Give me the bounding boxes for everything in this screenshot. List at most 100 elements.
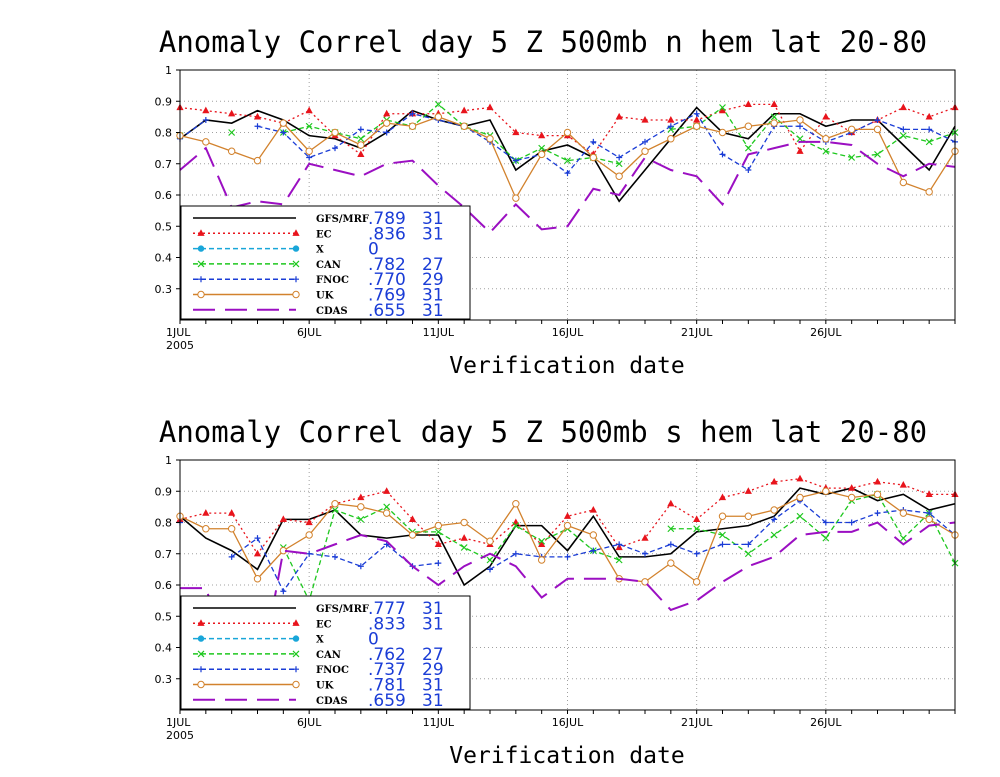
data-point bbox=[202, 106, 210, 114]
data-point bbox=[744, 550, 752, 558]
legend-series-mean: .770 bbox=[368, 270, 406, 290]
series-group bbox=[176, 100, 959, 234]
data-point bbox=[460, 122, 468, 130]
legend-series-mean: 0 bbox=[368, 240, 379, 260]
data-point bbox=[718, 106, 727, 114]
legend-series-count: 29 bbox=[422, 660, 444, 680]
data-point bbox=[512, 157, 519, 164]
legend-series-count: 31 bbox=[422, 301, 444, 321]
series-gfs-mrf bbox=[179, 106, 956, 203]
series-line bbox=[257, 112, 956, 175]
data-point bbox=[589, 506, 597, 513]
data-point bbox=[357, 150, 365, 157]
legend-series-mean: 0 bbox=[368, 630, 379, 650]
data-point bbox=[719, 151, 726, 158]
data-point bbox=[228, 553, 235, 560]
series-line bbox=[670, 493, 956, 564]
data-point bbox=[332, 553, 338, 560]
data-point bbox=[408, 515, 417, 522]
data-point bbox=[693, 116, 701, 123]
data-point bbox=[848, 484, 856, 491]
data-point bbox=[253, 156, 262, 165]
data-point bbox=[228, 129, 236, 136]
data-point bbox=[770, 477, 778, 485]
data-point bbox=[822, 487, 830, 495]
data-point bbox=[202, 138, 210, 146]
data-point bbox=[357, 563, 364, 570]
legend-marker bbox=[197, 650, 205, 658]
data-point bbox=[460, 544, 468, 551]
data-point bbox=[796, 135, 804, 143]
legend-marker bbox=[197, 229, 205, 236]
x-tick-label: 11JUL bbox=[423, 326, 455, 339]
data-point bbox=[512, 518, 520, 526]
data-point bbox=[667, 116, 675, 123]
data-point bbox=[692, 122, 701, 130]
data-point bbox=[227, 525, 236, 533]
legend-series-mean: .789 bbox=[368, 209, 406, 229]
legend-marker bbox=[292, 680, 300, 689]
series-cdas bbox=[179, 140, 956, 234]
legend-marker bbox=[198, 666, 204, 673]
legend-series-name: GFS/MRF bbox=[316, 604, 369, 615]
data-point bbox=[615, 160, 623, 168]
data-point bbox=[512, 522, 520, 530]
data-point bbox=[616, 154, 623, 161]
data-point bbox=[642, 550, 648, 557]
data-point bbox=[718, 128, 727, 137]
series-line bbox=[283, 103, 620, 165]
data-point bbox=[202, 509, 210, 516]
x-axis-label: Verification date bbox=[449, 353, 684, 379]
data-point bbox=[537, 150, 546, 159]
data-point bbox=[796, 493, 804, 502]
data-point bbox=[926, 510, 933, 517]
data-point bbox=[744, 144, 752, 152]
legend-series-count: 29 bbox=[422, 270, 444, 290]
data-point bbox=[642, 138, 648, 145]
x-tick-sublabel: 2005 bbox=[166, 339, 194, 352]
data-point bbox=[460, 534, 468, 541]
data-point bbox=[899, 178, 908, 187]
data-point bbox=[331, 128, 339, 137]
data-point bbox=[847, 493, 856, 502]
data-point bbox=[486, 135, 494, 143]
data-point bbox=[538, 537, 546, 545]
data-point bbox=[383, 109, 391, 117]
data-point bbox=[667, 499, 675, 507]
data-point bbox=[589, 153, 598, 162]
data-point bbox=[847, 125, 856, 134]
series-ec bbox=[176, 100, 959, 157]
data-point bbox=[357, 493, 365, 501]
data-point bbox=[719, 104, 726, 111]
y-tick-label: 1 bbox=[165, 454, 172, 467]
legend-marker bbox=[198, 276, 204, 283]
data-point bbox=[589, 531, 598, 539]
legend-series-count: 31 bbox=[422, 286, 444, 306]
legend-marker bbox=[292, 245, 300, 252]
data-point bbox=[667, 541, 674, 548]
legend-series-name: CAN bbox=[316, 650, 341, 661]
legend-series-name: FNOC bbox=[316, 275, 349, 286]
data-point bbox=[305, 531, 313, 539]
data-point bbox=[408, 122, 417, 130]
data-point bbox=[357, 515, 365, 523]
data-point bbox=[667, 559, 675, 567]
data-point bbox=[925, 490, 933, 497]
data-point bbox=[822, 534, 830, 542]
data-point bbox=[537, 556, 546, 564]
legend-series-mean: .769 bbox=[368, 286, 406, 306]
legend-series-count: 31 bbox=[422, 614, 444, 634]
x-tick-label: 1JUL bbox=[166, 326, 191, 339]
series-line bbox=[179, 140, 956, 234]
data-point bbox=[331, 500, 339, 508]
x-tick-label: 21JUL bbox=[681, 716, 713, 729]
data-point bbox=[615, 112, 623, 120]
data-point bbox=[305, 122, 313, 130]
y-tick-label: 0.5 bbox=[155, 220, 173, 233]
series-line bbox=[179, 119, 207, 140]
legend-marker bbox=[293, 666, 299, 673]
data-point bbox=[202, 117, 209, 123]
data-point bbox=[900, 126, 907, 133]
data-point bbox=[279, 119, 288, 127]
